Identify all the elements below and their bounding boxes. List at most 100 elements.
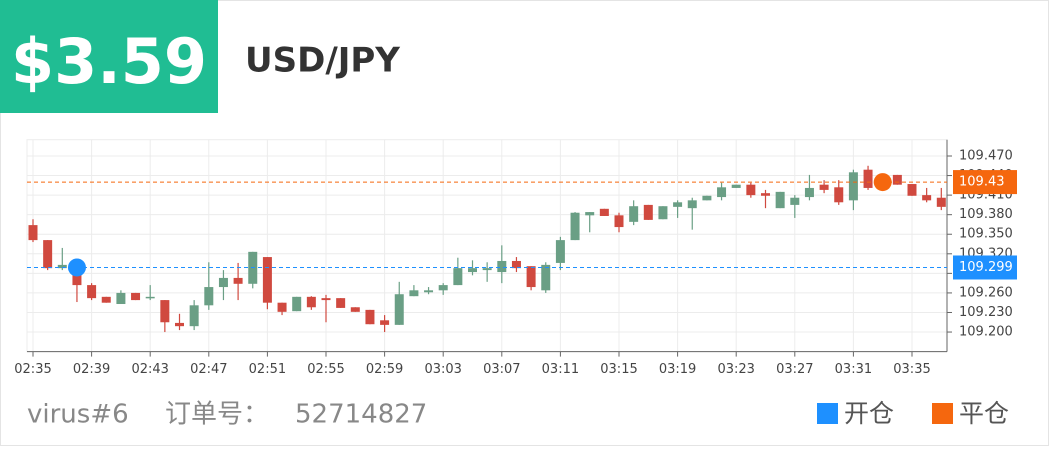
- candle-body: [438, 285, 448, 291]
- x-tick-label: 03:23: [717, 362, 754, 377]
- candle-body: [673, 202, 683, 207]
- candle-body: [336, 298, 346, 308]
- candle-body: [497, 260, 507, 273]
- candle-body: [863, 169, 873, 188]
- candle-body: [790, 197, 800, 205]
- candle-body: [380, 320, 390, 325]
- candle-body: [761, 193, 770, 196]
- candle-body: [28, 225, 38, 241]
- candle-body: [482, 268, 492, 271]
- x-tick-label: 02:59: [366, 362, 403, 377]
- candle-body: [233, 277, 243, 284]
- candle-body: [541, 264, 551, 291]
- y-tick-label: 109.230: [959, 305, 1013, 320]
- y-tick-label: 109.350: [959, 227, 1013, 242]
- candle-body: [145, 296, 155, 299]
- x-tick-label: 03:03: [424, 362, 461, 377]
- candle-body: [702, 195, 712, 201]
- candle-body: [717, 187, 727, 198]
- candle-body: [746, 184, 756, 196]
- y-tick-label: 109.470: [959, 149, 1013, 164]
- candle-body: [306, 296, 316, 308]
- order-label: 订单号：: [165, 400, 269, 430]
- candle-body: [218, 277, 228, 288]
- candle-body: [277, 302, 287, 312]
- y-tick-label: 109.260: [959, 285, 1013, 300]
- x-tick-label: 03:27: [776, 362, 813, 377]
- price-badge-label: 109.43: [959, 175, 1005, 190]
- candle-body: [72, 270, 82, 286]
- candle-body: [175, 322, 184, 327]
- x-tick-label: 03:15: [600, 362, 637, 377]
- symbol: USD/JPY: [245, 41, 400, 81]
- x-tick-label: 03:35: [893, 362, 930, 377]
- legend-swatch: [932, 403, 953, 424]
- legend-label: 平仓: [959, 399, 1009, 428]
- profit-box: [0, 0, 218, 113]
- x-tick-label: 02:43: [131, 362, 168, 377]
- candle-body: [848, 172, 858, 201]
- candle-body: [819, 184, 829, 190]
- candle-body: [468, 268, 477, 273]
- candle-body: [292, 296, 302, 312]
- candle-body: [892, 174, 902, 185]
- candle-body: [87, 285, 97, 299]
- candle-body: [629, 206, 639, 222]
- candle-body: [116, 292, 126, 305]
- x-tick-label: 03:31: [835, 362, 872, 377]
- candle-body: [365, 309, 375, 325]
- candle-body: [804, 187, 814, 198]
- x-tick-label: 02:55: [307, 362, 344, 377]
- candle-body: [43, 240, 53, 269]
- x-tick-label: 02:39: [73, 362, 110, 377]
- candle-body: [658, 206, 668, 220]
- candle-body: [526, 266, 536, 288]
- price-badge-label: 109.299: [959, 260, 1013, 275]
- order-id: 52714827: [295, 400, 427, 430]
- candle-body: [834, 187, 844, 203]
- candle-body: [189, 305, 199, 327]
- x-tick-label: 03:11: [542, 362, 579, 377]
- candle-body: [394, 294, 404, 325]
- candle-body: [204, 287, 214, 306]
- candle-body: [131, 292, 141, 301]
- candle-body: [453, 268, 463, 286]
- y-tick-label: 109.200: [959, 325, 1013, 340]
- candle-body: [570, 212, 580, 241]
- x-tick-label: 02:35: [14, 362, 51, 377]
- y-tick-label: 109.380: [959, 207, 1013, 222]
- candle-body: [160, 300, 170, 323]
- candle-body: [643, 204, 653, 220]
- candle-body: [262, 257, 272, 303]
- candle-body: [731, 184, 741, 188]
- x-tick-label: 03:19: [659, 362, 696, 377]
- candle-body: [101, 296, 111, 303]
- candle-body: [350, 307, 360, 312]
- candle-body: [599, 208, 609, 216]
- candle-body: [585, 212, 595, 216]
- candle-body: [775, 191, 785, 209]
- candle-body: [321, 298, 331, 301]
- candle-body: [687, 200, 697, 209]
- candle-body: [409, 290, 419, 297]
- candle-body: [907, 184, 917, 196]
- price-badge: [953, 255, 1017, 280]
- user: virus#6: [27, 400, 129, 430]
- legend-swatch: [817, 403, 838, 424]
- candle-body: [555, 240, 565, 263]
- candle-body: [57, 264, 67, 269]
- candle-body: [424, 290, 434, 293]
- candle-body: [511, 260, 521, 269]
- candle-body: [922, 195, 932, 201]
- trade-marker: [873, 173, 892, 192]
- legend-label: 开仓: [844, 399, 894, 428]
- x-tick-label: 02:47: [190, 362, 227, 377]
- price-badge: [953, 170, 1017, 195]
- candle-body: [614, 215, 624, 228]
- x-tick-label: 02:51: [249, 362, 286, 377]
- trade-marker: [67, 258, 86, 277]
- x-tick-label: 03:07: [483, 362, 520, 377]
- profit: $3.59: [11, 25, 207, 98]
- candle-body: [936, 197, 946, 207]
